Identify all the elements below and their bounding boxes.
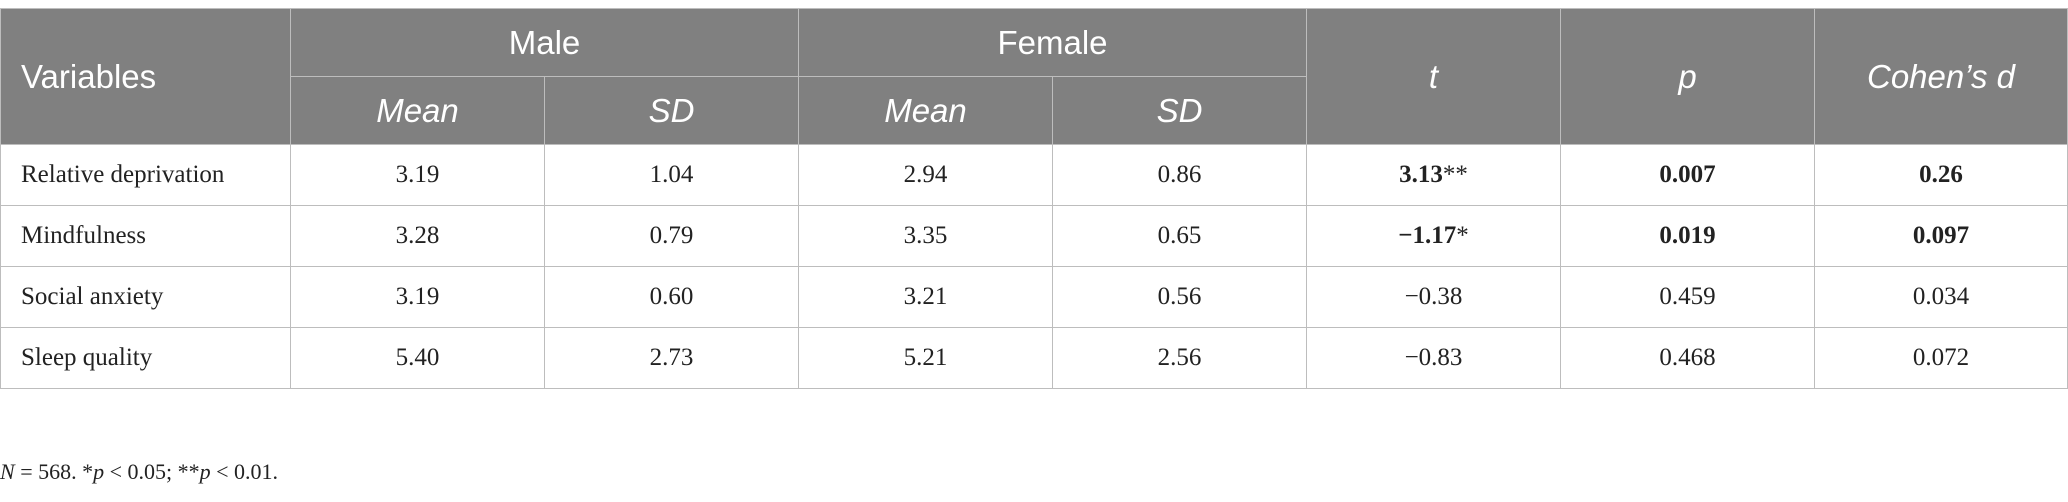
table-row: Mindfulness 3.28 0.79 3.35 0.65 −1.17* 0.019 0.… — [0, 205, 2068, 267]
cell-male-mean: 3.19 — [290, 144, 545, 206]
cell-male-sd: 2.73 — [544, 327, 799, 389]
cell-female-sd: 0.56 — [1051, 266, 1308, 328]
cell-female-mean: 5.21 — [798, 327, 1053, 389]
cell-cohens-d: 0.26 — [1814, 144, 2068, 206]
header-t: t — [1306, 8, 1562, 145]
cell-male-sd: 0.79 — [544, 205, 799, 267]
header-row-stats: Mean SD Mean SD — [1, 76, 2068, 145]
cell-t: 3.13** — [1306, 144, 1562, 206]
header-cohens-d: Cohen’s d — [1814, 8, 2068, 145]
header-female-mean: Mean — [798, 76, 1053, 145]
table-row: Sleep quality 5.40 2.73 5.21 2.56 −0.83 0.468 0… — [0, 327, 2068, 389]
cell-t-value: 3.13 — [1399, 161, 1443, 188]
cell-p: 0.459 — [1560, 266, 1816, 328]
cell-p: 0.019 — [1560, 205, 1816, 267]
cell-variable: Sleep quality — [0, 327, 291, 389]
footnote-n-label: N — [0, 459, 15, 484]
table-row: Social anxiety 3.19 0.60 3.21 0.56 −0.38 0.459… — [0, 266, 2068, 328]
footnote-n-text: = 568. * — [14, 459, 94, 484]
cell-cohens-d: 0.072 — [1814, 327, 2068, 389]
cell-t-value: −0.38 — [1404, 283, 1463, 310]
cell-female-sd: 0.86 — [1051, 144, 1308, 206]
cell-male-mean: 3.19 — [290, 266, 545, 328]
header-male: Male — [290, 8, 799, 77]
table-header: Variables Male Female t p Cohen’s d Mean… — [0, 8, 2068, 145]
cell-male-mean: 3.28 — [290, 205, 545, 267]
footnote-p2-text: < 0.01. — [210, 459, 279, 484]
cell-t-significance: ** — [1442, 161, 1468, 188]
header-male-mean: Mean — [290, 76, 545, 145]
cell-p: 0.468 — [1560, 327, 1816, 389]
cell-female-mean: 3.35 — [798, 205, 1053, 267]
table-footnote: N = 568. *p < 0.05; **p < 0.01. — [0, 459, 278, 485]
table-body: Relative deprivation 3.19 1.04 2.94 0.86 3.13… — [0, 144, 2068, 389]
cell-male-mean: 5.40 — [290, 327, 545, 389]
header-p: p — [1560, 8, 1816, 145]
cell-variable: Relative deprivation — [0, 144, 291, 206]
cell-cohens-d: 0.034 — [1814, 266, 2068, 328]
header-female-sd: SD — [1051, 76, 1308, 145]
cell-t: −0.38 — [1306, 266, 1562, 328]
cell-female-sd: 2.56 — [1051, 327, 1308, 389]
cell-t: −0.83 — [1306, 327, 1562, 389]
footnote-p2-label: p — [199, 459, 211, 484]
header-variables: Variables — [0, 8, 291, 145]
cell-female-mean: 3.21 — [798, 266, 1053, 328]
header-female: Female — [797, 8, 1308, 77]
cell-t-value: −1.17 — [1398, 222, 1457, 249]
footnote-p1-text: < 0.05; ** — [104, 459, 200, 484]
cell-cohens-d: 0.097 — [1814, 205, 2068, 267]
cell-variable: Mindfulness — [0, 205, 291, 267]
cell-male-sd: 0.60 — [544, 266, 799, 328]
cell-t: −1.17* — [1306, 205, 1562, 267]
footnote-p1-label: p — [93, 459, 105, 484]
header-male-sd: SD — [544, 76, 799, 145]
header-row-groups: Variables Male Female t p Cohen’s d — [0, 8, 2068, 145]
table-row: Relative deprivation 3.19 1.04 2.94 0.86 3.13… — [0, 144, 2068, 206]
results-table-container: Variables Male Female t p Cohen’s d Mean… — [0, 8, 2068, 389]
cell-p: 0.007 — [1560, 144, 1816, 206]
gender-comparison-table: Variables Male Female t p Cohen’s d Mean… — [0, 8, 2068, 389]
cell-variable: Social anxiety — [0, 266, 291, 328]
cell-male-sd: 1.04 — [544, 144, 799, 206]
cell-t-value: −0.83 — [1404, 344, 1463, 371]
cell-t-significance: * — [1456, 222, 1469, 249]
cell-female-mean: 2.94 — [798, 144, 1053, 206]
cell-female-sd: 0.65 — [1051, 205, 1308, 267]
